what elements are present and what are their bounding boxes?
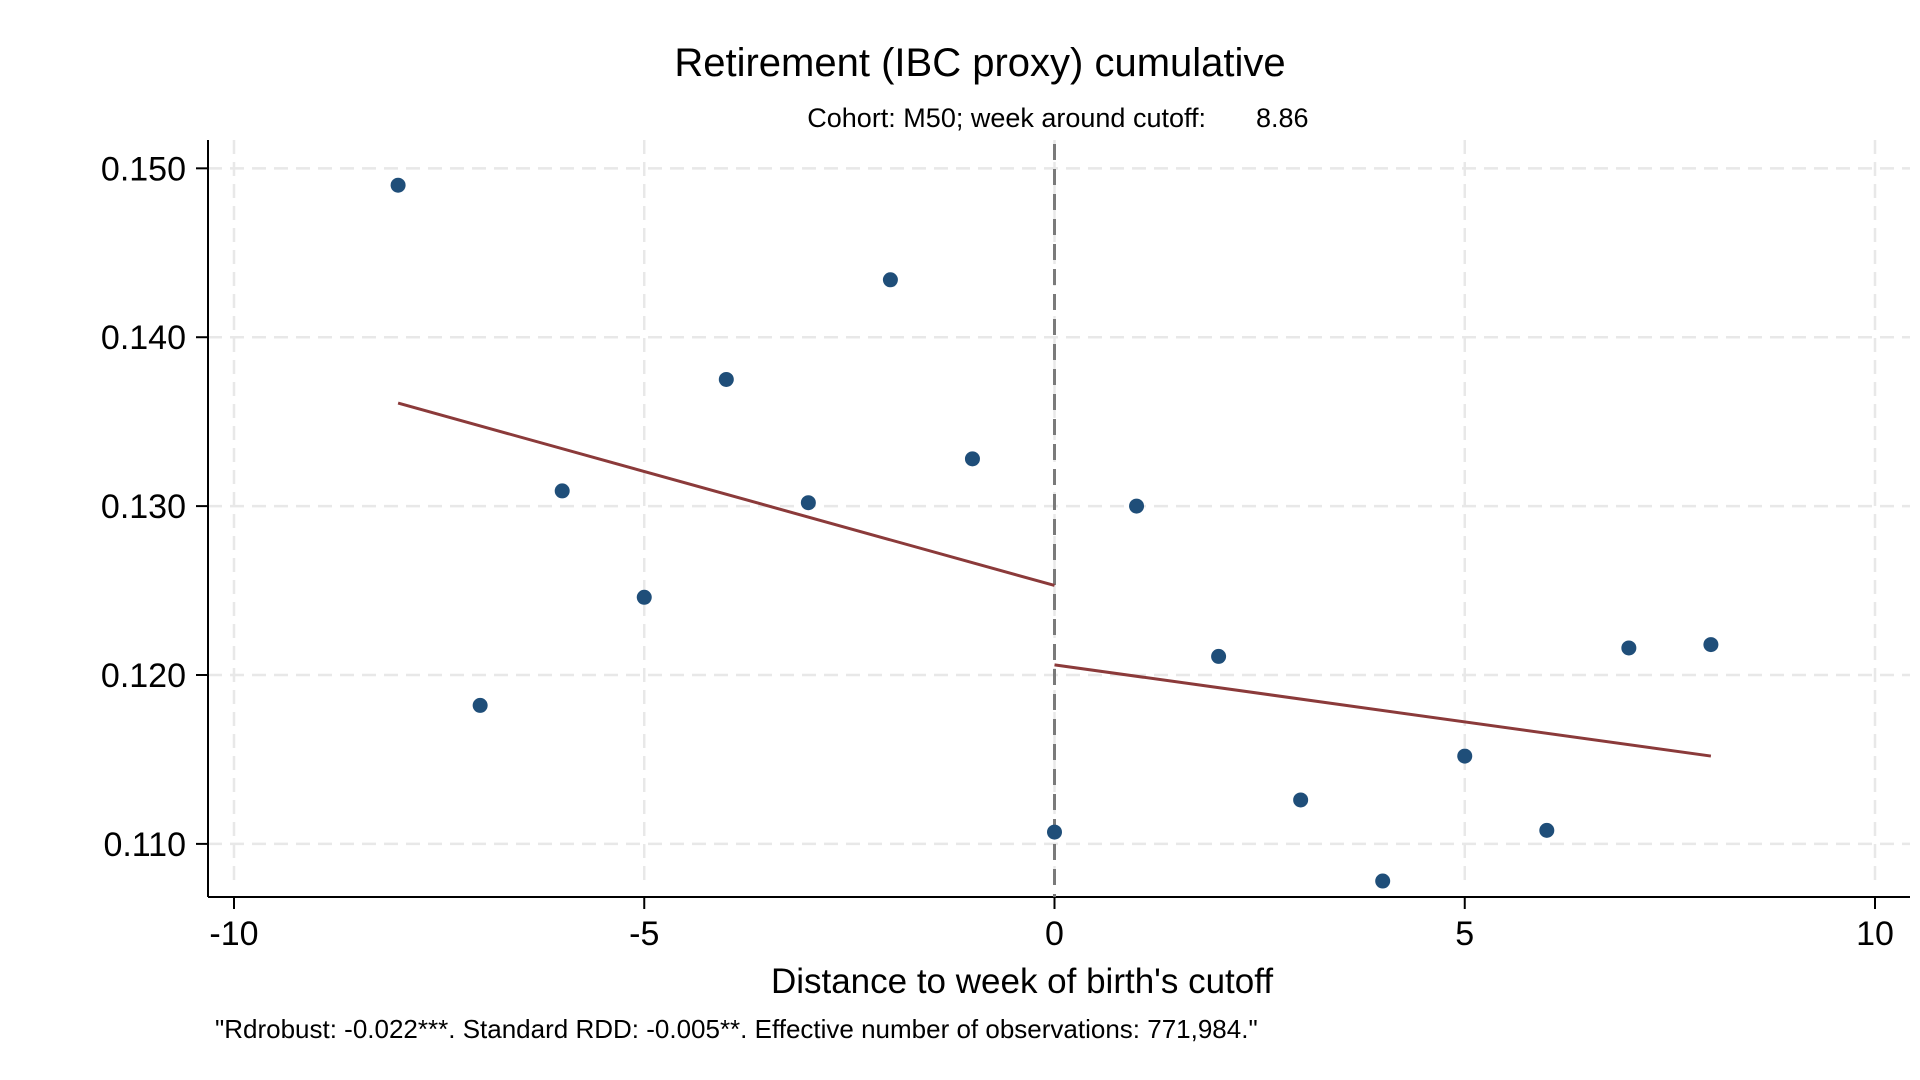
data-point-6	[882, 272, 898, 288]
chart-subtitle-prefix: Cohort: M50; week around cutoff:	[807, 103, 1206, 133]
x-tick-label-4: 10	[1856, 915, 1894, 953]
data-point-8	[1047, 824, 1062, 840]
fit-line-right	[1054, 663, 1712, 758]
data-point-12	[1375, 873, 1391, 889]
chart-subtitle-value: 8.86	[1256, 103, 1309, 133]
data-point-7	[964, 451, 980, 467]
x-axis-label: Distance to week of birth's cutoff	[771, 962, 1273, 1001]
y-tick-label-1: 0.120	[101, 657, 186, 695]
y-tick-label-2: 0.130	[101, 488, 186, 526]
y-tick-label-0: 0.110	[103, 826, 186, 864]
fit-layer	[397, 401, 1712, 758]
data-point-0	[390, 177, 406, 193]
data-point-2	[554, 483, 570, 499]
y-tick-label-3: 0.140	[101, 319, 186, 357]
grid-layer	[208, 140, 1910, 885]
data-point-16	[1703, 637, 1719, 653]
x-tick-label-0: -10	[209, 915, 258, 953]
data-point-11	[1293, 792, 1309, 808]
chart-title: Retirement (IBC proxy) cumulative	[674, 41, 1285, 85]
data-point-14	[1539, 822, 1555, 838]
x-tick-label-2: 0	[1045, 915, 1064, 953]
data-point-15	[1621, 640, 1637, 656]
data-point-9	[1129, 498, 1145, 514]
x-tick-label-1: -5	[629, 915, 659, 953]
fit-line-left	[397, 401, 1055, 587]
data-point-4	[718, 371, 734, 387]
points-layer	[390, 177, 1719, 889]
data-point-5	[800, 495, 816, 511]
data-point-13	[1457, 748, 1473, 764]
data-point-1	[472, 697, 488, 713]
data-point-10	[1211, 648, 1227, 664]
data-point-3	[636, 589, 652, 605]
y-tick-label-4: 0.150	[101, 150, 186, 188]
text-layer: Retirement (IBC proxy) cumulative Cohort…	[215, 41, 1309, 1044]
axes-layer: 0.110 0.120 0.130 0.140 0.150 -10 -5 0 5 10	[101, 140, 1910, 953]
x-tick-label-3: 5	[1455, 915, 1474, 953]
chart-note: "Rdrobust: -0.022***. Standard RDD: -0.0…	[215, 1014, 1258, 1044]
